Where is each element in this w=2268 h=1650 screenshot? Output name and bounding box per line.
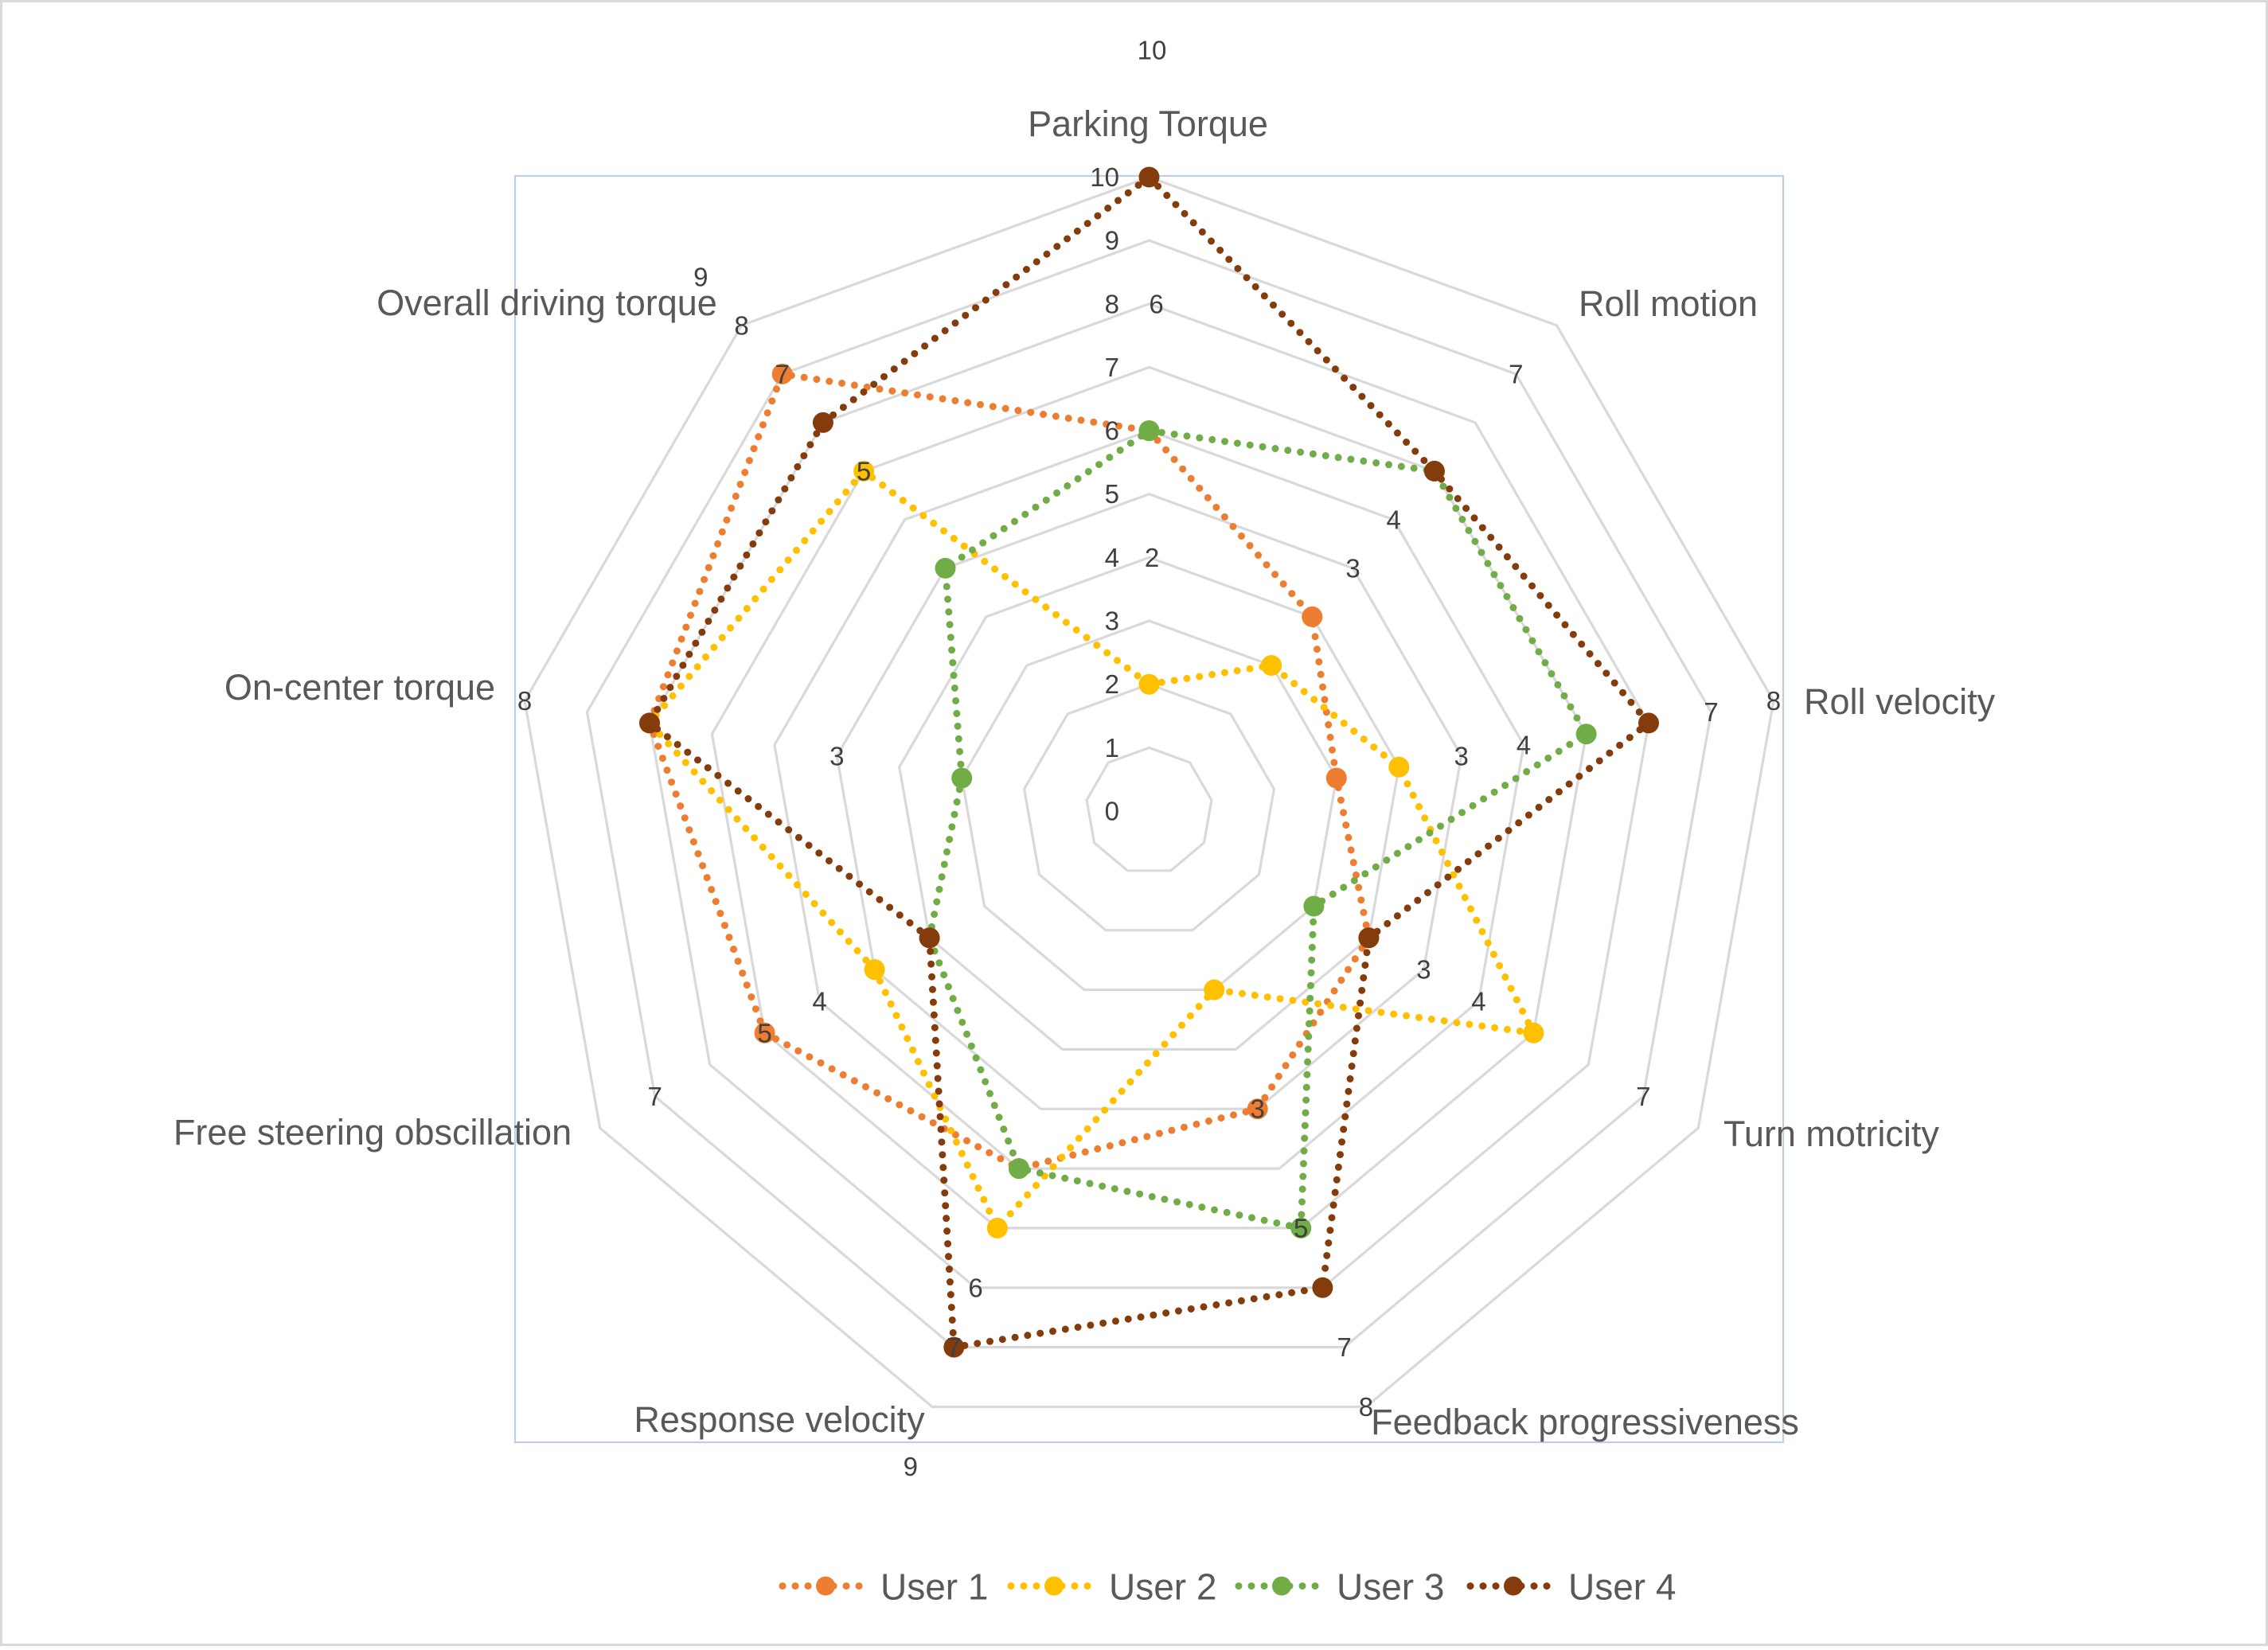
svg-text:7: 7 xyxy=(1337,1332,1352,1362)
svg-text:6: 6 xyxy=(1105,416,1119,446)
svg-text:7: 7 xyxy=(947,1332,961,1362)
svg-text:4: 4 xyxy=(1105,543,1119,572)
svg-text:User 3: User 3 xyxy=(1337,1566,1444,1608)
svg-text:7: 7 xyxy=(1105,353,1119,382)
svg-text:User 2: User 2 xyxy=(1109,1566,1216,1608)
svg-text:5: 5 xyxy=(1105,479,1119,509)
svg-text:8: 8 xyxy=(734,310,748,340)
svg-text:3: 3 xyxy=(1345,553,1360,583)
svg-text:9: 9 xyxy=(904,1452,918,1481)
svg-text:8: 8 xyxy=(517,686,532,716)
svg-text:2: 2 xyxy=(1145,543,1159,572)
svg-text:8: 8 xyxy=(1105,289,1119,318)
svg-text:Feedback progressiveness: Feedback progressiveness xyxy=(1371,1402,1799,1442)
svg-text:9: 9 xyxy=(693,262,708,291)
svg-text:Free steering obscillation: Free steering obscillation xyxy=(174,1112,572,1153)
svg-text:5: 5 xyxy=(857,456,871,486)
svg-text:4: 4 xyxy=(812,987,826,1016)
svg-text:0: 0 xyxy=(1105,797,1119,826)
svg-text:10: 10 xyxy=(1090,162,1119,192)
svg-text:2: 2 xyxy=(1105,669,1119,699)
svg-text:8: 8 xyxy=(1359,1392,1373,1422)
svg-text:User 4: User 4 xyxy=(1568,1566,1676,1608)
svg-text:5: 5 xyxy=(757,1018,771,1047)
svg-text:4: 4 xyxy=(1387,505,1401,534)
svg-text:3: 3 xyxy=(1251,1094,1265,1124)
svg-text:6: 6 xyxy=(968,1273,982,1302)
svg-text:3: 3 xyxy=(830,741,844,770)
svg-text:4: 4 xyxy=(1471,986,1485,1016)
svg-text:6: 6 xyxy=(1149,289,1163,318)
svg-text:On-center torque: On-center torque xyxy=(224,667,495,708)
svg-text:Roll motion: Roll motion xyxy=(1579,283,1758,324)
svg-text:Turn motricity: Turn motricity xyxy=(1723,1114,1939,1154)
svg-text:9: 9 xyxy=(1105,226,1119,255)
svg-text:5: 5 xyxy=(1294,1213,1308,1242)
svg-text:Roll velocity: Roll velocity xyxy=(1804,681,1996,722)
svg-text:1: 1 xyxy=(1105,733,1119,763)
svg-text:3: 3 xyxy=(1105,607,1119,636)
svg-text:4: 4 xyxy=(1517,731,1531,760)
svg-text:7: 7 xyxy=(1704,697,1718,727)
svg-text:User 1: User 1 xyxy=(880,1566,988,1608)
svg-text:10: 10 xyxy=(1138,36,1167,65)
svg-text:3: 3 xyxy=(1416,955,1431,985)
svg-text:Overall driving torque: Overall driving torque xyxy=(377,283,717,323)
svg-text:7: 7 xyxy=(775,359,790,388)
svg-text:Parking Torque: Parking Torque xyxy=(1028,103,1268,144)
svg-text:7: 7 xyxy=(1636,1082,1650,1111)
svg-text:3: 3 xyxy=(1454,741,1469,770)
svg-text:Response velocity: Response velocity xyxy=(634,1399,925,1440)
svg-text:7: 7 xyxy=(648,1082,662,1111)
svg-text:7: 7 xyxy=(1509,359,1523,388)
svg-text:8: 8 xyxy=(1766,686,1781,716)
